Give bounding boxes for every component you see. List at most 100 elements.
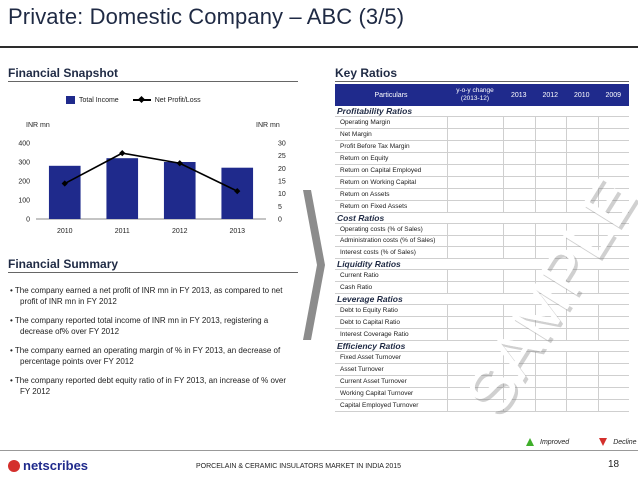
ratio-group-heading: Liquidity Ratios	[335, 259, 629, 270]
company-logo: netscribes	[8, 458, 88, 473]
year-cell	[566, 165, 598, 176]
bar-total-income	[48, 165, 81, 219]
yoy-cell	[447, 129, 503, 140]
legend-item-line: Net Profit/Loss	[132, 97, 201, 104]
x-tick-label: 2011	[115, 228, 130, 235]
year-cell	[534, 317, 567, 328]
ratio-label: Asset Turnover	[340, 365, 384, 373]
decline-arrow-icon	[599, 438, 608, 446]
divider-arrow-icon	[303, 190, 325, 340]
table-row: Interest Coverage Ratio	[335, 329, 629, 341]
year-cell	[503, 329, 535, 340]
title-divider	[0, 46, 638, 48]
summary-item: • The company earned a net profit of INR…	[10, 286, 283, 306]
ratio-group-heading: Profitability Ratios	[335, 106, 629, 117]
yoy-cell	[447, 388, 503, 399]
header-2010: 2010	[573, 91, 590, 99]
ratio-label: Net Margin	[340, 130, 372, 138]
year-cell	[534, 376, 567, 387]
year-cell	[566, 270, 598, 281]
logo-mark-icon	[8, 459, 20, 472]
logo-text: netscribes	[23, 458, 89, 473]
bar-total-income	[163, 162, 196, 219]
year-cell	[597, 364, 630, 375]
ratio-label: Return on Equity	[340, 154, 389, 162]
summary-list: • The company earned a net profit of INR…	[10, 285, 295, 405]
year-cell	[534, 141, 567, 152]
year-cell	[597, 177, 630, 188]
yoy-cell	[447, 177, 503, 188]
net-profit-point	[176, 160, 183, 167]
net-profit-point	[234, 188, 241, 195]
ratio-label: Interest Coverage Ratio	[340, 330, 409, 338]
table-body: Profitability Ratios Operating Margin Net …	[335, 106, 629, 412]
yoy-cell	[447, 270, 503, 281]
year-cell	[503, 201, 535, 212]
yoy-cell	[447, 329, 503, 340]
year-cell	[503, 189, 535, 200]
table-row: Return on Working Capital	[335, 177, 629, 189]
right-tick-label: 30	[278, 141, 286, 148]
year-cell	[534, 270, 567, 281]
year-cell	[566, 305, 598, 316]
ratio-label: Operating Margin	[340, 118, 391, 126]
year-cell	[534, 388, 567, 399]
year-cell	[534, 352, 567, 363]
table-row: Return on Capital Employed	[335, 165, 629, 177]
page-title: Private: Domestic Company – ABC (3/5)	[8, 4, 405, 29]
snapshot-rule	[8, 81, 298, 82]
header-particulars: Particulars	[374, 91, 408, 99]
ratio-label: Debt to Equity Ratio	[340, 306, 398, 314]
year-cell	[566, 141, 598, 152]
year-cell	[597, 388, 630, 399]
year-cell	[503, 317, 535, 328]
year-cell	[534, 400, 567, 411]
year-cell	[566, 317, 598, 328]
right-tick-label: 5	[278, 204, 282, 211]
year-cell	[534, 117, 567, 128]
table-row: Return on Equity	[335, 153, 629, 165]
header-2012: 2012	[542, 91, 559, 99]
year-cell	[534, 177, 567, 188]
table-row: Cash Ratio	[335, 282, 629, 294]
yoy-cell	[447, 153, 503, 164]
net-profit-point	[119, 150, 126, 157]
x-tick-label: 2013	[229, 228, 245, 235]
year-cell	[503, 282, 535, 293]
ratio-label: Current Asset Turnover	[340, 377, 407, 385]
year-cell	[566, 117, 598, 128]
left-tick-label: 100	[18, 198, 30, 205]
ratio-group-heading: Efficiency Ratios	[335, 341, 629, 352]
year-cell	[566, 388, 598, 399]
right-tick-label: 25	[278, 153, 286, 160]
year-cell	[597, 305, 630, 316]
table-header: Particulars y-o-y change (2013-12) 2013 …	[335, 84, 629, 106]
year-cell	[503, 153, 535, 164]
year-cell	[597, 141, 630, 152]
ratios-rule	[335, 81, 629, 82]
right-tick-label: 10	[278, 191, 286, 198]
year-cell	[597, 247, 630, 258]
yoy-cell	[447, 141, 503, 152]
x-tick-label: 2012	[172, 228, 188, 235]
year-cell	[534, 201, 567, 212]
yoy-cell	[447, 352, 503, 363]
year-cell	[534, 129, 567, 140]
year-cell	[597, 153, 630, 164]
key-ratios-table: Particulars y-o-y change (2013-12) 2013 …	[335, 84, 629, 412]
table-row: Current Ratio	[335, 270, 629, 282]
ratio-label: Debt to Capital Ratio	[340, 318, 400, 326]
header-yoy-change: y-o-y change (2013-12)	[456, 87, 494, 102]
year-cell	[597, 189, 630, 200]
year-cell	[503, 129, 535, 140]
ratio-label: Working Capital Turnover	[340, 389, 414, 397]
year-cell	[597, 165, 630, 176]
x-tick-label: 2010	[57, 228, 73, 235]
year-cell	[566, 352, 598, 363]
year-cell	[566, 129, 598, 140]
year-cell	[534, 305, 567, 316]
year-cell	[566, 329, 598, 340]
left-tick-label: 300	[18, 160, 30, 167]
year-cell	[566, 364, 598, 375]
year-cell	[503, 141, 535, 152]
